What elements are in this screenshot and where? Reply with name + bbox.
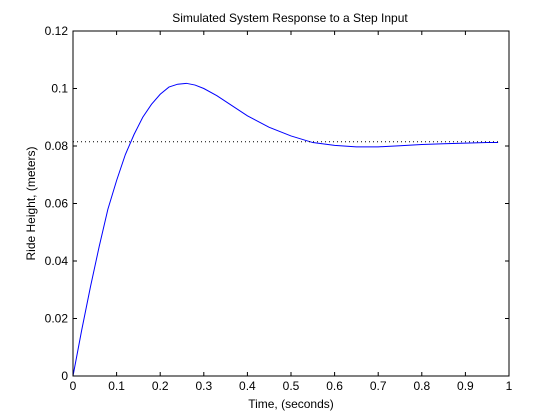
- y-tick-label: 0.04: [45, 254, 69, 268]
- plot-area: [73, 31, 509, 376]
- step-response-line: [72, 82, 499, 377]
- y-tick-label: 0.06: [45, 197, 69, 211]
- x-tick-label: 0.5: [283, 379, 300, 393]
- tick-layer: 0 0.1 0.2 0.3 0.4 0.5 0.6 0.7 0.8 0.9 1 0 0.02 0.04 0.…: [45, 24, 513, 393]
- x-tick-label: 0.3: [195, 379, 212, 393]
- y-axis-title: Ride Height, (meters): [24, 146, 38, 260]
- y-tick-label: 0.12: [45, 24, 69, 38]
- y-tick-label: 0.02: [45, 312, 69, 326]
- x-tick-label: 0.6: [326, 379, 343, 393]
- series-layer: [72, 82, 501, 377]
- x-tick-label: 0.2: [152, 379, 169, 393]
- chart-title: Simulated System Response to a Step Inpu…: [172, 11, 408, 25]
- x-tick-label: 0: [70, 379, 77, 393]
- y-tick-label: 0.1: [51, 82, 68, 96]
- x-tick-label: 0.9: [457, 379, 474, 393]
- x-tick-label: 0.1: [108, 379, 125, 393]
- x-tick-label: 0.7: [370, 379, 387, 393]
- y-tick-label: 0.08: [45, 139, 69, 153]
- x-tick-label: 0.8: [413, 379, 430, 393]
- x-tick-label: 1: [506, 379, 513, 393]
- y-tick-label: 0: [61, 369, 68, 383]
- x-axis-title: Time, (seconds): [248, 397, 334, 411]
- x-tick-label: 0.4: [239, 379, 256, 393]
